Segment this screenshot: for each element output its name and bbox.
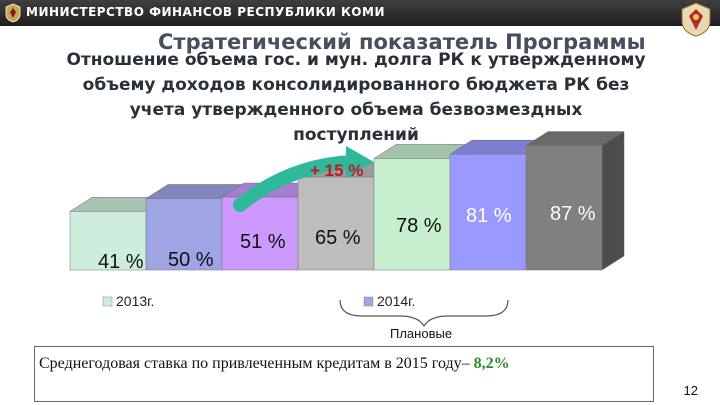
note-text: Среднегодовая ставка по привлеченным кре… bbox=[39, 355, 510, 373]
planned-brace bbox=[339, 299, 509, 328]
growth-annotation: + 15 % bbox=[310, 161, 363, 180]
org-name: МИНИСТЕРСТВО ФИНАНСОВ РЕСПУБЛИКИ КОМИ bbox=[26, 5, 385, 19]
bar bbox=[145, 198, 223, 271]
bar bbox=[69, 211, 147, 271]
planned-label: Плановые bbox=[390, 326, 453, 341]
header-bar: МИНИСТЕРСТВО ФИНАНСОВ РЕСПУБЛИКИ КОМИ bbox=[0, 0, 720, 26]
growth-arrow-head bbox=[346, 146, 374, 178]
data-label: 65 % bbox=[315, 227, 361, 249]
data-label: 87 % bbox=[550, 203, 596, 225]
coat-of-arms-icon bbox=[681, 2, 711, 37]
data-label: 81 % bbox=[466, 205, 512, 227]
data-label: 78 % bbox=[396, 215, 442, 237]
note-description: Среднегодовая ставка по привлеченным кре… bbox=[39, 355, 474, 372]
legend-swatch bbox=[102, 296, 113, 307]
bar bbox=[525, 145, 603, 271]
slide-title: Отношение объема гос. и мун. долга РК к … bbox=[6, 48, 706, 148]
title-line: поступлений bbox=[293, 125, 419, 145]
note-box: Среднегодовая ставка по привлеченным кре… bbox=[34, 346, 654, 402]
bar-side-face bbox=[601, 131, 625, 271]
title-line: Отношение объема гос. и мун. долга РК к … bbox=[66, 50, 646, 70]
data-label: 41 % bbox=[98, 251, 144, 273]
legend-label: 2013г. bbox=[116, 293, 154, 309]
title-line: учета утвержденного объема безвозмездных bbox=[129, 100, 583, 120]
strategic-title: Стратегический показатель Программы bbox=[158, 30, 646, 54]
growth-arrow bbox=[233, 155, 359, 212]
legend-label: 2014г. bbox=[377, 293, 415, 309]
bar bbox=[297, 176, 375, 271]
data-label: 51 % bbox=[240, 231, 286, 253]
title-line: объему доходов консолидированного бюджет… bbox=[82, 75, 630, 95]
legend-swatch bbox=[363, 296, 374, 307]
data-label: 50 % bbox=[168, 249, 214, 271]
bar bbox=[373, 158, 451, 271]
note-rate-value: 8,2% bbox=[473, 355, 510, 372]
bar bbox=[449, 153, 527, 271]
emblem-icon bbox=[5, 3, 21, 23]
page-number: 12 bbox=[683, 383, 698, 398]
